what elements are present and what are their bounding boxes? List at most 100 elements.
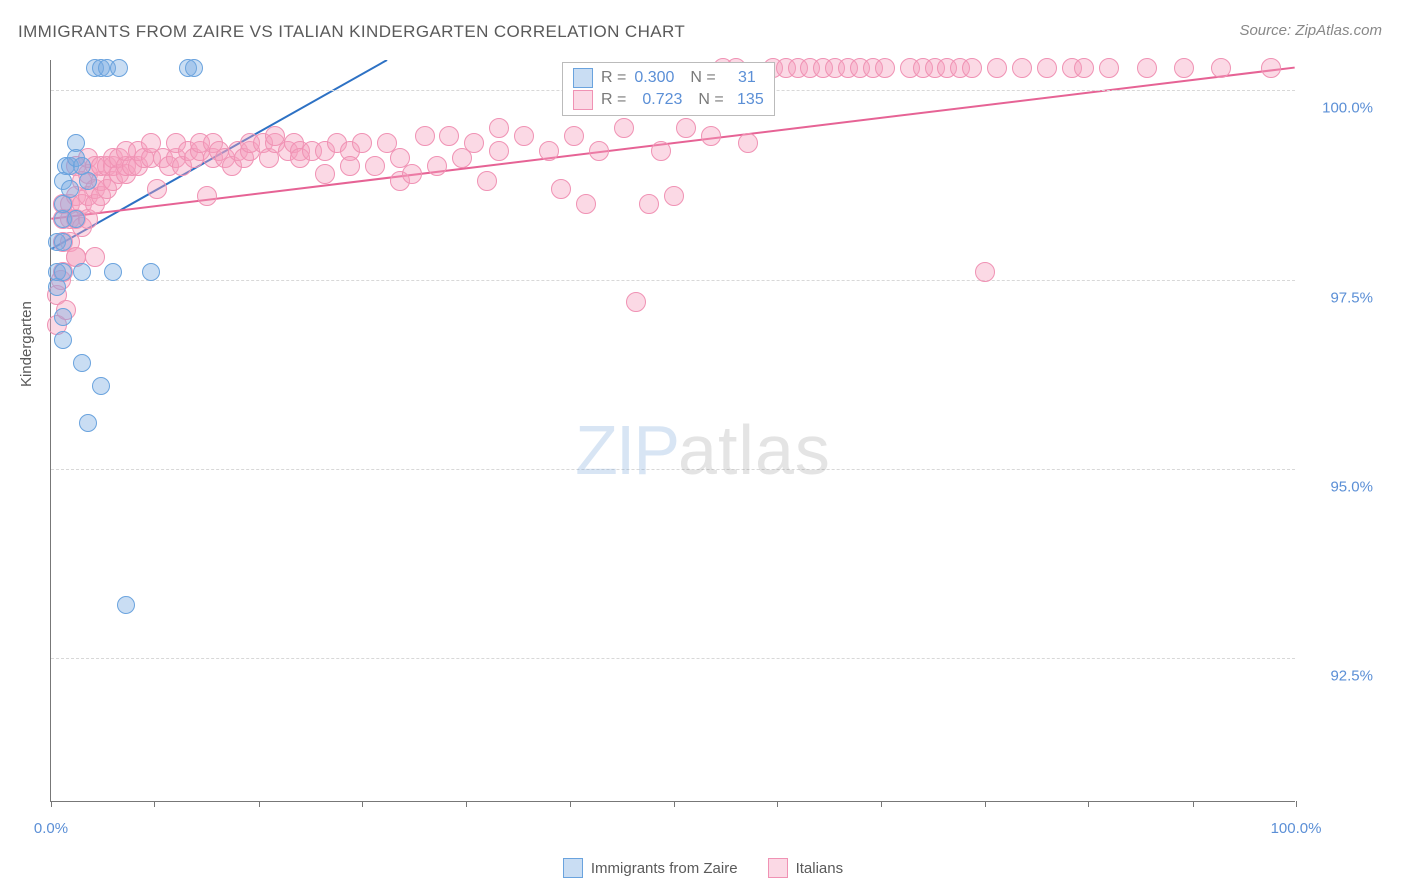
scatter-point [54,263,72,281]
y-tick-label: 100.0% [1305,100,1373,117]
scatter-point [1174,58,1194,78]
scatter-point [676,118,696,138]
scatter-point [365,156,385,176]
legend-swatch-zaire [563,858,583,878]
scatter-point [664,186,684,206]
legend-stats-row-0: R = 0.300 N = 31 [573,67,764,89]
legend-swatch-zaire [573,68,593,88]
scatter-point [477,171,497,191]
scatter-point [92,377,110,395]
legend-item-italians: Italians [768,858,844,878]
stat-label-n: N = [690,69,715,87]
scatter-point [489,118,509,138]
scatter-point [1137,58,1157,78]
x-tick [985,801,986,807]
scatter-point [639,194,659,214]
scatter-point [61,180,79,198]
legend-label-zaire: Immigrants from Zaire [591,860,738,877]
x-tick [570,801,571,807]
x-tick [259,801,260,807]
x-tick [466,801,467,807]
x-tick [154,801,155,807]
chart-source: Source: ZipAtlas.com [1239,22,1382,39]
x-tick [1088,801,1089,807]
legend-label-italians: Italians [796,860,844,877]
scatter-point [54,308,72,326]
scatter-point [1261,58,1281,78]
y-tick-label: 92.5% [1305,668,1373,685]
scatter-point [464,133,484,153]
y-axis-title: Kindergarten [18,301,35,387]
legend-item-zaire: Immigrants from Zaire [563,858,738,878]
scatter-point [197,186,217,206]
scatter-point [73,157,91,175]
scatter-point [875,58,895,78]
gridline-h [51,469,1295,470]
stat-label-r: R = [601,69,626,87]
scatter-point [1211,58,1231,78]
scatter-point [340,156,360,176]
scatter-point [651,141,671,161]
y-tick-label: 97.5% [1305,289,1373,306]
legend-stats-box: R = 0.300 N = 31 R = 0.723 N = 135 [562,62,775,116]
stat-r-value-1: 0.723 [642,91,682,109]
legend-stats-row-1: R = 0.723 N = 135 [573,89,764,111]
stat-n-value-0: 31 [724,69,756,87]
x-tick [362,801,363,807]
x-tick [1296,801,1297,807]
scatter-point [142,263,160,281]
scatter-point [1099,58,1119,78]
scatter-point [104,263,122,281]
x-tick [674,801,675,807]
scatter-point [576,194,596,214]
scatter-point [626,292,646,312]
legend-swatch-italians [768,858,788,878]
scatter-point [54,331,72,349]
scatter-point [1012,58,1032,78]
scatter-point [1074,58,1094,78]
stat-label-n: N = [698,91,723,109]
x-tick [1193,801,1194,807]
chart-title: IMMIGRANTS FROM ZAIRE VS ITALIAN KINDERG… [18,22,685,42]
scatter-point [147,179,167,199]
scatter-point [962,58,982,78]
scatter-point [614,118,634,138]
x-tick-label: 100.0% [1271,820,1322,837]
scatter-point [987,58,1007,78]
scatter-point [1037,58,1057,78]
x-tick-label: 0.0% [34,820,68,837]
scatter-point [439,126,459,146]
scatter-point [315,164,335,184]
scatter-point [352,133,372,153]
stat-r-value-0: 0.300 [634,69,674,87]
scatter-point [489,141,509,161]
gridline-h [51,280,1295,281]
scatter-point [73,263,91,281]
y-tick-label: 95.0% [1305,478,1373,495]
scatter-point [738,133,758,153]
plot-area: 92.5%95.0%97.5%100.0%0.0%100.0% [50,60,1295,802]
legend-swatch-italians [573,90,593,110]
scatter-point [415,126,435,146]
scatter-point [54,233,72,251]
legend-bottom: Immigrants from Zaire Italians [0,858,1406,878]
x-tick [777,801,778,807]
scatter-point [427,156,447,176]
scatter-point [589,141,609,161]
scatter-point [402,164,422,184]
x-tick [51,801,52,807]
scatter-point [185,59,203,77]
scatter-point [564,126,584,146]
stat-label-r: R = [601,91,626,109]
scatter-point [701,126,721,146]
scatter-point [975,262,995,282]
scatter-point [110,59,128,77]
scatter-point [539,141,559,161]
scatter-point [514,126,534,146]
scatter-point [551,179,571,199]
gridline-h [51,658,1295,659]
scatter-point [67,210,85,228]
scatter-point [79,414,97,432]
x-tick [881,801,882,807]
scatter-point [73,354,91,372]
